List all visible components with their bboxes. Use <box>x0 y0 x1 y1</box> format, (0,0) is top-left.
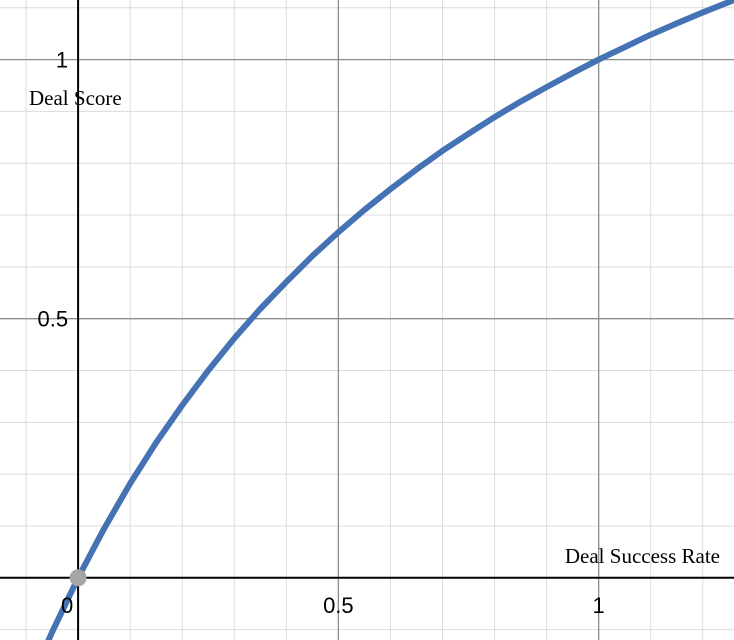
x-axis-title: Deal Success Rate <box>565 544 720 568</box>
x-tick-label: 1 <box>593 593 605 618</box>
y-tick-label: 1 <box>56 48 68 73</box>
x-tick-label: 0.5 <box>323 593 354 618</box>
series-layer <box>45 0 734 640</box>
x-tick-label: 0 <box>61 593 73 618</box>
tick-labels: 0 0.5 1 0.5 1 <box>37 48 604 618</box>
series-line <box>45 0 734 640</box>
points-layer <box>69 569 87 587</box>
origin-point[interactable] <box>69 569 87 587</box>
y-axis-title: Deal Score <box>29 86 122 110</box>
y-tick-label: 0.5 <box>37 307 68 332</box>
